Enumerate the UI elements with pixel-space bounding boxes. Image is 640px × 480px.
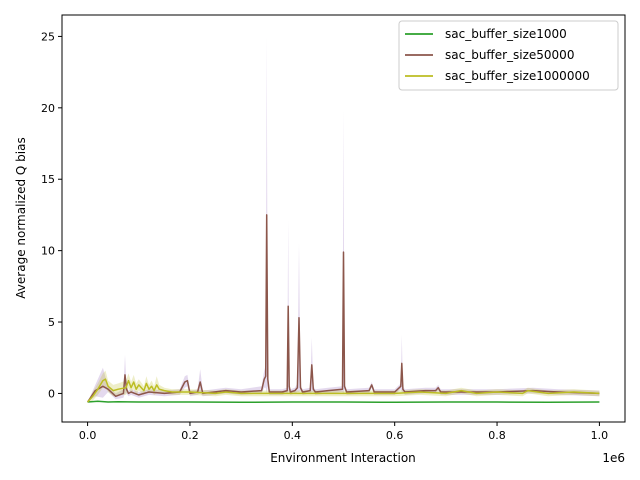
- x-axis: 0.0 0.2 0.4 0.6 0.8 1.0: [79, 422, 608, 442]
- x-tick-label: 0.2: [181, 429, 199, 442]
- series-lines: [86, 214, 600, 404]
- y-axis-label: Average normalized Q bias: [14, 137, 28, 298]
- series-line-1: [86, 214, 600, 403]
- series-band-2: [87, 370, 600, 402]
- legend: sac_buffer_size1000 sac_buffer_size50000s…: [398, 20, 619, 91]
- series-line-0: [87, 400, 600, 404]
- legend-label: sac_buffer_size1000: [445, 27, 567, 41]
- legend-label: sac_buffer_size1000000: [445, 69, 590, 83]
- x-tick-label: 0.4: [284, 429, 302, 442]
- x-tick-label: 0.8: [488, 429, 506, 442]
- y-tick-label: 10: [41, 245, 55, 258]
- legend-label: sac_buffer_size50000: [445, 48, 574, 62]
- y-tick-label: 5: [48, 316, 55, 329]
- x-axis-offset-label: 1e6: [602, 451, 625, 465]
- confidence-bands: [87, 36, 600, 403]
- y-tick-label: 25: [41, 30, 55, 43]
- plot-frame: [61, 14, 626, 423]
- y-tick-label: 20: [41, 102, 55, 115]
- series-line-2: [87, 378, 600, 403]
- x-axis-label: Environment Interaction: [270, 451, 416, 465]
- series-band-1: [87, 36, 600, 403]
- y-tick-label: 15: [41, 173, 55, 186]
- y-tick-label: 0: [48, 387, 55, 400]
- x-tick-label: 1.0: [591, 429, 609, 442]
- x-tick-label: 0.6: [386, 429, 404, 442]
- y-axis: 0 5 10 15 20 25: [41, 30, 62, 400]
- legend-box: [398, 20, 619, 91]
- x-tick-label: 0.0: [79, 429, 97, 442]
